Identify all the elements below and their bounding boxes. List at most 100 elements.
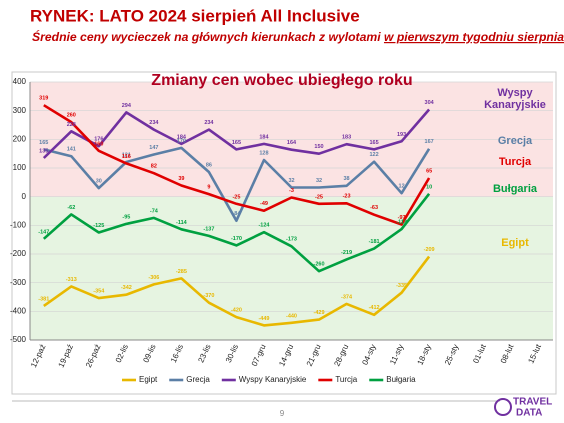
data-label: 234 <box>204 120 214 126</box>
data-label: 184 <box>177 134 187 140</box>
data-label: 141 <box>67 147 76 153</box>
data-label: -63 <box>370 205 378 211</box>
data-label: -209 <box>424 247 435 253</box>
data-label: 128 <box>259 150 268 156</box>
subtitle: Średnie ceny wycieczek na głównych kieru… <box>32 29 564 44</box>
data-label: 228 <box>67 122 76 128</box>
data-label: -23 <box>343 194 351 200</box>
logo-text: TRAVEL <box>513 397 552 408</box>
data-label: -95 <box>122 214 130 220</box>
data-label: -219 <box>341 250 352 256</box>
legend-label: Turcja <box>335 375 357 384</box>
data-label: 160 <box>94 141 103 147</box>
series-annotation: Wyspy <box>497 87 533 99</box>
data-label: 38 <box>343 176 349 182</box>
data-label: 193 <box>397 132 406 138</box>
data-label: 135 <box>39 148 48 154</box>
data-label: 12 <box>399 184 405 190</box>
subtitle-part: w pierwszym tygodniu sierpnia <box>384 30 564 44</box>
legend-label: Egipt <box>139 375 158 384</box>
data-label: -25 <box>315 194 323 200</box>
y-tick-label: -200 <box>10 249 27 258</box>
data-label: -381 <box>38 296 49 302</box>
data-label: 65 <box>426 168 432 174</box>
data-label: 164 <box>287 140 297 146</box>
data-label: -97 <box>398 215 406 221</box>
data-label: 82 <box>151 164 157 170</box>
data-label: 116 <box>122 154 131 160</box>
data-label: 10 <box>426 184 432 190</box>
page-number: 9 <box>280 409 285 418</box>
data-label: -147 <box>38 229 49 235</box>
series-annotation: Grecja <box>498 135 533 147</box>
data-label: 165 <box>369 140 378 146</box>
data-label: -260 <box>314 262 325 268</box>
y-tick-label: -400 <box>10 306 27 315</box>
series-line <box>42 193 431 273</box>
data-label: -181 <box>369 239 380 245</box>
data-label: 121 <box>122 152 131 158</box>
data-label: -173 <box>286 237 297 243</box>
page-title: RYNEK: LATO 2024 sierpień All Inclusive <box>30 6 360 25</box>
y-tick-label: 200 <box>13 134 27 143</box>
data-label: 319 <box>39 96 48 102</box>
data-label: 167 <box>425 139 434 145</box>
y-tick-label: 300 <box>13 106 27 115</box>
series-annotation: Kanaryjskie <box>484 99 546 111</box>
data-label: -125 <box>93 223 104 229</box>
data-label: 39 <box>178 176 184 182</box>
data-label: -374 <box>341 294 353 300</box>
data-label: -335 <box>396 283 407 289</box>
data-label: 184 <box>259 134 269 140</box>
logo-text: DATA <box>516 408 542 419</box>
series-line <box>42 108 431 159</box>
y-tick-label: 100 <box>13 163 27 172</box>
data-label: -412 <box>369 305 380 311</box>
data-label: -124 <box>258 223 270 229</box>
data-label: 165 <box>232 140 241 146</box>
series-annotation: Bułgaria <box>493 183 538 195</box>
subtitle-part: Średnie ceny wycieczek na głównych kieru… <box>32 29 384 44</box>
data-label: 32 <box>288 178 294 184</box>
data-label: -313 <box>66 277 77 283</box>
y-tick-label: -500 <box>10 335 27 344</box>
data-label: -440 <box>286 313 297 319</box>
data-label: -114 <box>176 220 188 226</box>
data-label: -3 <box>289 188 294 194</box>
data-label: 147 <box>149 145 158 151</box>
data-label: 176 <box>94 137 103 143</box>
data-label: -113 <box>396 220 407 226</box>
data-label: -420 <box>231 308 242 314</box>
data-label: -62 <box>67 205 75 211</box>
y-tick-label: -300 <box>10 278 27 287</box>
legend-label: Grecja <box>186 375 210 384</box>
legend-label: Bułgaria <box>386 375 416 384</box>
data-label: -370 <box>203 293 214 299</box>
data-label: 32 <box>316 178 322 184</box>
data-label: 122 <box>369 152 378 158</box>
series-line <box>43 104 431 226</box>
data-label: 165 <box>39 140 48 146</box>
series-annotation: Turcja <box>499 156 532 168</box>
data-label: -429 <box>314 310 325 316</box>
data-label: 304 <box>425 100 435 106</box>
negative-band <box>30 196 553 340</box>
data-label: 234 <box>149 120 159 126</box>
series-annotation: Egipt <box>501 237 529 249</box>
data-label: 9 <box>207 185 210 191</box>
y-tick-label: 0 <box>22 192 27 201</box>
data-label: 294 <box>122 103 132 109</box>
data-label: -137 <box>203 226 214 232</box>
data-label: -449 <box>258 316 269 322</box>
data-label: -170 <box>231 236 242 242</box>
chart-title: Zmiany cen wobec ubiegłego roku <box>151 72 412 89</box>
data-label: -84 <box>232 211 241 217</box>
data-label: 30 <box>96 179 102 185</box>
data-label: -342 <box>121 285 132 291</box>
series-line <box>43 255 431 327</box>
y-tick-label: 400 <box>13 77 27 86</box>
data-label: 183 <box>342 135 351 141</box>
data-label: -74 <box>150 208 159 214</box>
data-label: -285 <box>176 269 187 275</box>
